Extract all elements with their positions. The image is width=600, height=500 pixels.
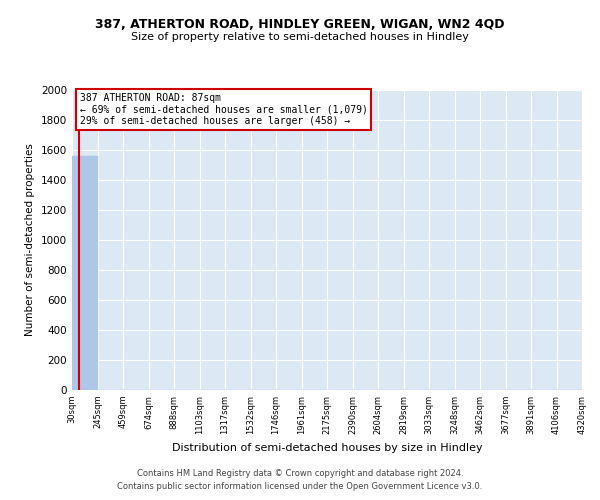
Text: Contains HM Land Registry data © Crown copyright and database right 2024.: Contains HM Land Registry data © Crown c…: [137, 468, 463, 477]
Text: Contains public sector information licensed under the Open Government Licence v3: Contains public sector information licen…: [118, 482, 482, 491]
Y-axis label: Number of semi-detached properties: Number of semi-detached properties: [25, 144, 35, 336]
Bar: [72, 156, 98, 390]
Text: Size of property relative to semi-detached houses in Hindley: Size of property relative to semi-detach…: [131, 32, 469, 42]
Text: 387, ATHERTON ROAD, HINDLEY GREEN, WIGAN, WN2 4QD: 387, ATHERTON ROAD, HINDLEY GREEN, WIGAN…: [95, 18, 505, 30]
Text: 387 ATHERTON ROAD: 87sqm
← 69% of semi-detached houses are smaller (1,079)
29% o: 387 ATHERTON ROAD: 87sqm ← 69% of semi-d…: [80, 93, 368, 126]
X-axis label: Distribution of semi-detached houses by size in Hindley: Distribution of semi-detached houses by …: [172, 442, 482, 452]
